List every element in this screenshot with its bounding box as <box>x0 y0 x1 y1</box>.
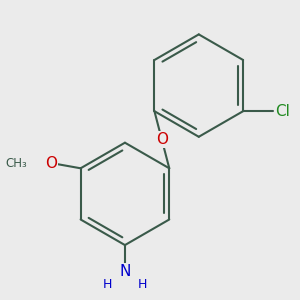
Text: H: H <box>138 278 147 291</box>
Text: H: H <box>103 278 112 291</box>
Text: Cl: Cl <box>275 104 290 119</box>
Text: O: O <box>45 156 57 171</box>
Text: N: N <box>119 264 130 279</box>
Text: CH₃: CH₃ <box>6 157 27 170</box>
Text: O: O <box>156 132 168 147</box>
